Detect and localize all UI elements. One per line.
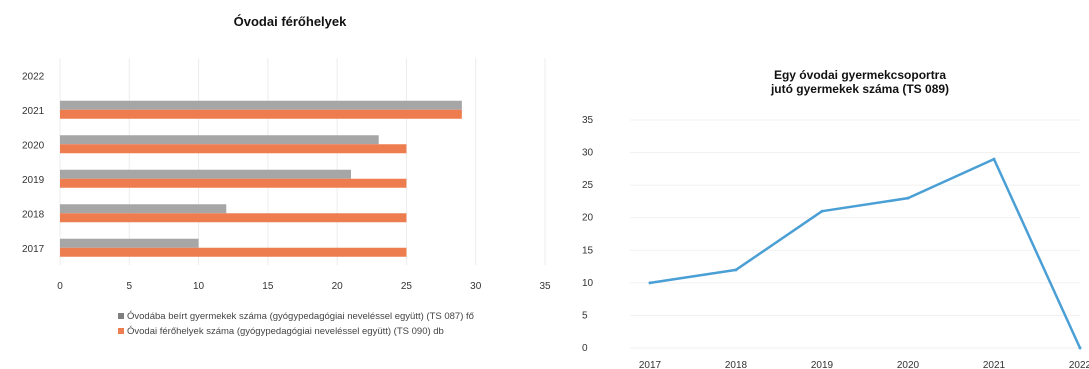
y-tick-label: 30 <box>582 148 594 159</box>
x-tick-label: 25 <box>401 281 413 292</box>
left-chart-title: Óvodai férőhelyek <box>233 14 347 29</box>
right-chart: Egy óvodai gyermekcsoportra jutó gyermek… <box>560 0 1089 369</box>
data-point-2017 <box>648 281 652 285</box>
bar-enrolled-2021 <box>60 100 462 110</box>
x-tick-label: 15 <box>262 281 274 292</box>
y-tick-label: 2021 <box>22 106 45 117</box>
y-tick-label: 2017 <box>22 244 45 255</box>
legend-label-places: Óvodai férőhelyek száma (gyógypedagógiai… <box>127 326 444 337</box>
series-line <box>649 157 1082 349</box>
y-tick-label: 10 <box>582 278 594 289</box>
x-tick-label: 5 <box>127 281 133 292</box>
y-tick-label: 20 <box>582 213 594 224</box>
x-tick-label: 2019 <box>811 360 834 369</box>
legend-item-places: Óvodai férőhelyek száma (gyógypedagógiai… <box>118 325 558 338</box>
y-tick-label: 2019 <box>22 175 45 186</box>
y-tick-label: 2022 <box>22 71 45 82</box>
bar-places-2021 <box>60 109 462 119</box>
right-chart-title-line-1: Egy óvodai gyermekcsoportra <box>773 68 947 82</box>
y-tick-label: 35 <box>582 115 594 126</box>
legend-item-enrolled: Óvodába beírt gyermekek száma (gyógypeda… <box>118 310 558 323</box>
x-tick-label: 30 <box>470 281 482 292</box>
legend-swatch-places <box>118 328 124 334</box>
y-tick-label: 2018 <box>22 209 45 220</box>
line-chart-plot: 0 5 10 15 20 25 30 35 2017 2018 2019 2020 2021 2022 <box>582 115 1089 369</box>
bar-places-2019 <box>60 178 407 188</box>
x-tick-label: 2021 <box>983 360 1006 369</box>
x-tick-label: 2018 <box>725 360 748 369</box>
x-tick-label: 10 <box>193 281 205 292</box>
y-tick-label: 0 <box>582 343 588 354</box>
bar-enrolled-2018 <box>60 204 227 214</box>
data-point-2018 <box>734 268 738 272</box>
x-tick-label: 20 <box>332 281 344 292</box>
bar-enrolled-2019 <box>60 169 351 179</box>
bar-enrolled-2017 <box>60 238 199 248</box>
legend-swatch-enrolled <box>118 313 124 319</box>
y-tick-label: 25 <box>582 180 594 191</box>
right-chart-title-line-2: jutó gyermekek száma (TS 089) <box>770 82 950 96</box>
y-tick-label: 15 <box>582 245 594 256</box>
x-tick-label: 2017 <box>639 360 662 369</box>
bar-places-2017 <box>60 247 407 257</box>
data-point-2022 <box>1078 346 1082 350</box>
legend-label-enrolled: Óvodába beírt gyermekek száma (gyógypeda… <box>127 311 474 322</box>
y-tick-label: 2020 <box>22 140 45 151</box>
x-tick-label: 2022 <box>1069 360 1089 369</box>
bar-places-2018 <box>60 213 407 223</box>
x-tick-label: 35 <box>539 281 551 292</box>
data-point-2019 <box>820 209 824 213</box>
data-point-2020 <box>906 196 910 200</box>
right-chart-title: Egy óvodai gyermekcsoportra jutó gyermek… <box>720 68 1000 96</box>
bar-chart-plot: 0 5 10 15 20 25 30 35 2017 2018 2019 2020 2021 2022 <box>22 58 551 292</box>
bar-legend: Óvodába beírt gyermekek száma (gyógypeda… <box>118 310 558 340</box>
y-tick-label: 5 <box>582 310 588 321</box>
data-point-2021 <box>992 157 996 161</box>
bar-enrolled-2020 <box>60 135 379 145</box>
x-tick-label: 2020 <box>897 360 920 369</box>
left-chart: Óvodai férőhelyek 0 5 10 15 20 25 30 35 2017 2018… <box>22 14 558 340</box>
bar-places-2020 <box>60 144 407 154</box>
x-tick-label: 0 <box>57 281 63 292</box>
